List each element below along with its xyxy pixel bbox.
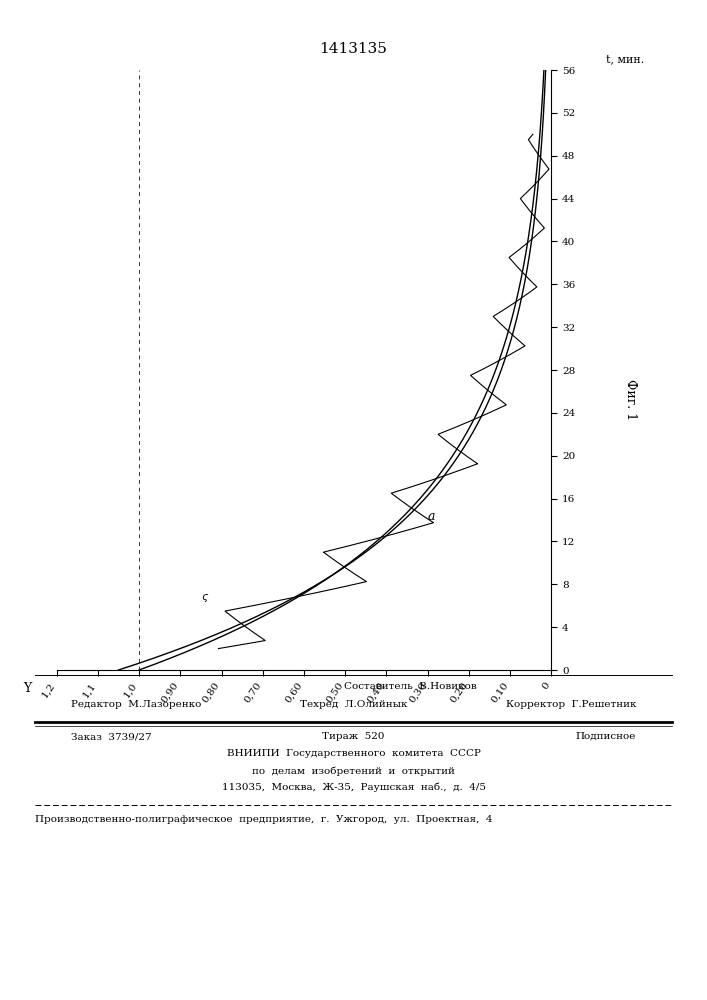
Text: Производственно-полиграфическое  предприятие,  г.  Ужгород,  ул.  Проектная,  4: Производственно-полиграфическое предприя… — [35, 815, 493, 824]
Text: Редактор  М.Лазоренко: Редактор М.Лазоренко — [71, 700, 201, 709]
Text: t, мин.: t, мин. — [606, 54, 644, 64]
Text: ВНИИПИ  Государственного  комитета  СССР: ВНИИПИ Государственного комитета СССР — [226, 749, 481, 758]
Text: 1413135: 1413135 — [320, 42, 387, 56]
Text: Составитель  В.Новиков: Составитель В.Новиков — [344, 682, 477, 691]
Text: Тираж  520: Тираж 520 — [322, 732, 385, 741]
Text: Техред  Л.Олийнык: Техред Л.Олийнык — [300, 700, 407, 709]
Text: Y: Y — [23, 682, 31, 695]
Text: 113035,  Москва,  Ж-35,  Раушская  наб.,  д.  4/5: 113035, Москва, Ж-35, Раушская наб., д. … — [221, 783, 486, 792]
Text: Подписное: Подписное — [576, 732, 636, 741]
Text: $\varsigma$: $\varsigma$ — [201, 592, 209, 604]
Text: a: a — [428, 510, 436, 523]
Text: Фиг. 1: Фиг. 1 — [624, 379, 637, 421]
Text: Корректор  Г.Решетник: Корректор Г.Решетник — [506, 700, 636, 709]
Text: по  делам  изобретений  и  открытий: по делам изобретений и открытий — [252, 766, 455, 776]
Text: Заказ  3739/27: Заказ 3739/27 — [71, 732, 151, 741]
